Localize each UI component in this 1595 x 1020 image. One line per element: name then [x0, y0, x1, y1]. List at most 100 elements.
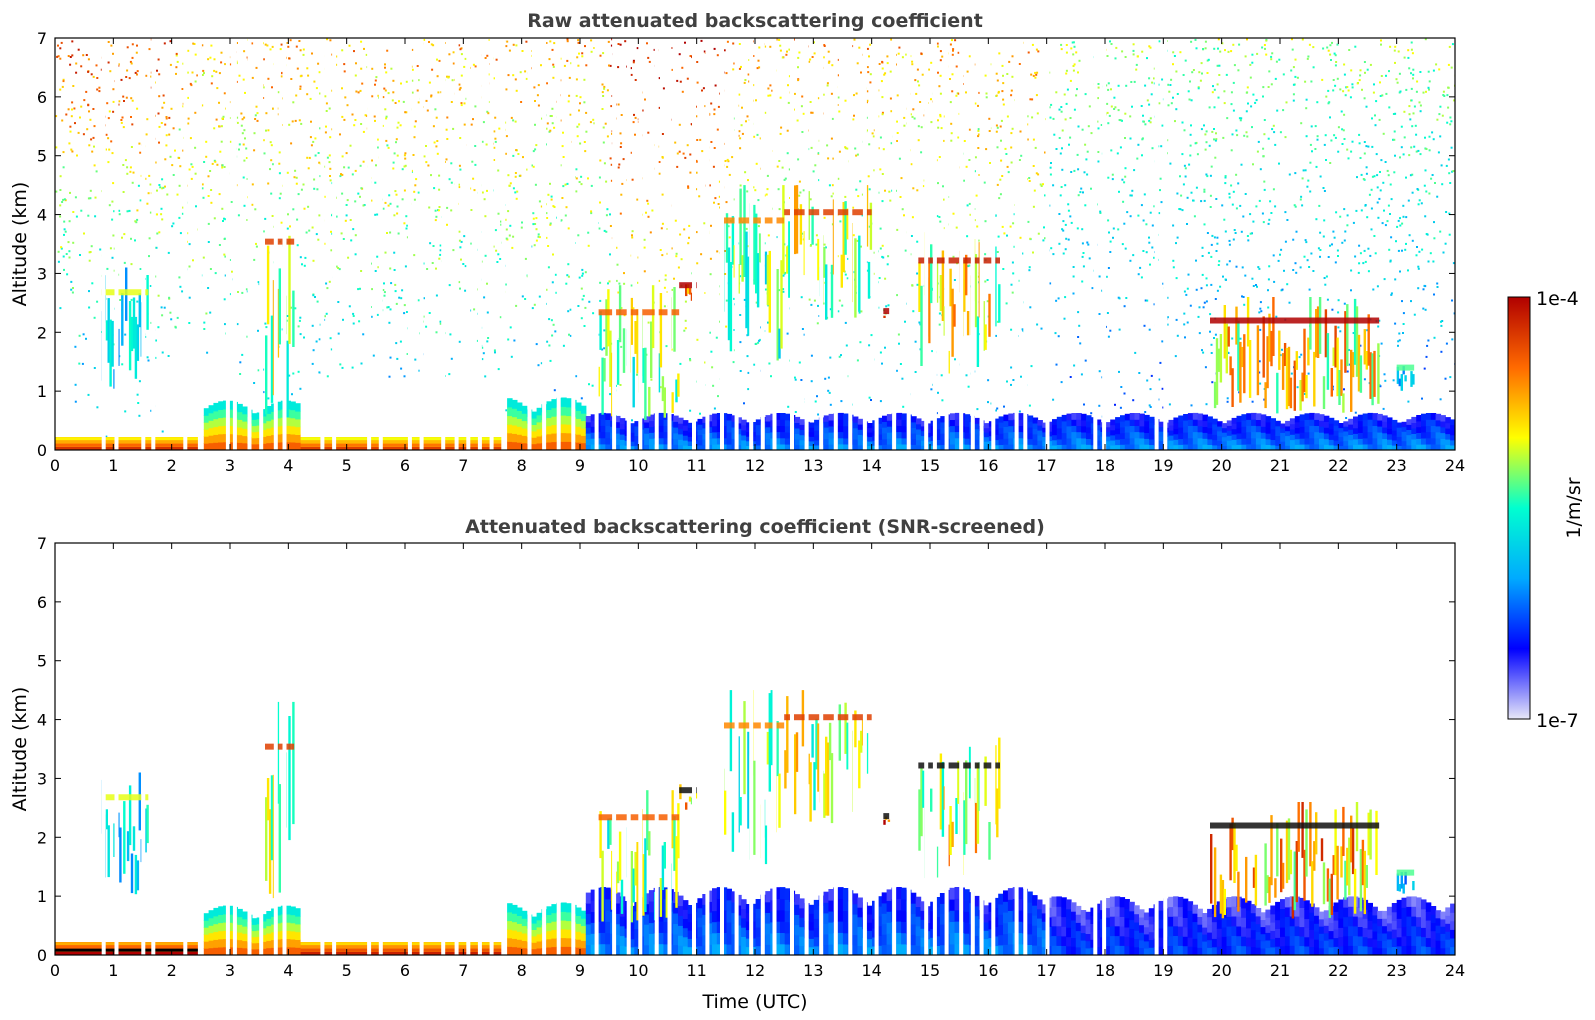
- top-noise-pixel: [330, 230, 332, 233]
- top-noise-pixel: [121, 116, 124, 119]
- top-noise-pixel: [57, 250, 60, 253]
- top-noise-pixel: [952, 212, 955, 215]
- top-boundary-layer-cell: [507, 424, 513, 434]
- top-noise-pixel: [484, 254, 487, 257]
- top-boundary-layer-cell: [823, 444, 830, 450]
- top-noise-pixel: [239, 373, 242, 375]
- top-noise-pixel: [337, 332, 340, 335]
- top-noise-pixel: [1382, 181, 1385, 184]
- top-noise-pixel: [370, 315, 373, 318]
- top-noise-pixel: [72, 211, 75, 213]
- top-noise-pixel: [194, 111, 197, 114]
- top-noise-pixel: [460, 258, 462, 261]
- top-noise-pixel: [257, 329, 259, 332]
- top-noise-pixel: [413, 125, 416, 128]
- top-noise-pixel: [838, 299, 841, 302]
- top-noise-pixel: [139, 151, 142, 154]
- top-noise-pixel: [181, 212, 184, 215]
- top-noise-pixel: [289, 39, 292, 42]
- top-noise-pixel: [1085, 158, 1088, 161]
- top-noise-pixel: [553, 206, 556, 208]
- top-noise-pixel: [545, 236, 548, 239]
- top-noise-pixel: [1116, 152, 1119, 155]
- top-noise-pixel: [1451, 338, 1454, 341]
- top-boundary-layer-cell: [716, 425, 723, 433]
- top-noise-pixel: [1433, 237, 1436, 240]
- top-noise-pixel: [1424, 308, 1427, 311]
- top-noise-pixel: [1394, 45, 1397, 48]
- top-boundary-layer-cell: [716, 443, 723, 450]
- top-noise-pixel: [278, 197, 281, 200]
- top-noise-pixel: [575, 94, 578, 97]
- top-noise-pixel: [1117, 84, 1120, 87]
- top-boundary-layer-cell: [993, 444, 1000, 450]
- top-noise-pixel: [109, 247, 112, 250]
- top-noise-pixel: [618, 163, 621, 166]
- top-noise-pixel: [397, 121, 400, 124]
- top-noise-pixel: [1224, 182, 1227, 185]
- top-noise-pixel: [1029, 237, 1032, 240]
- top-noise-pixel: [732, 68, 735, 71]
- top-noise-pixel: [1183, 323, 1186, 326]
- top-noise-pixel: [811, 111, 814, 114]
- top-noise-pixel: [896, 294, 898, 297]
- top-boundary-layer-cell: [1052, 429, 1058, 436]
- top-boundary-layer-cell: [1056, 444, 1063, 450]
- top-noise-pixel: [1319, 231, 1322, 234]
- top-noise-pixel: [647, 215, 650, 218]
- top-noise-pixel: [1280, 248, 1283, 251]
- top-boundary-layer-cell: [794, 433, 801, 440]
- top-noise-pixel: [1049, 173, 1052, 176]
- top-noise-pixel: [218, 125, 220, 128]
- top-boundary-layer-cell: [731, 415, 737, 422]
- top-noise-pixel: [1393, 138, 1396, 141]
- top-noise-pixel: [674, 219, 677, 222]
- top-boundary-layer-cell: [736, 417, 742, 424]
- top-noise-pixel: [589, 121, 592, 124]
- top-noise-pixel: [1201, 273, 1204, 276]
- top-boundary-layer-cell: [1018, 431, 1024, 439]
- top-noise-pixel: [403, 222, 406, 225]
- top-noise-pixel: [328, 280, 331, 283]
- top-noise-pixel: [1002, 98, 1005, 101]
- top-boundary-layer-cell: [295, 411, 301, 420]
- top-noise-pixel: [1274, 77, 1277, 80]
- top-noise-pixel: [448, 178, 451, 181]
- top-noise-pixel: [1228, 243, 1231, 246]
- top-noise-pixel: [71, 291, 74, 294]
- top-noise-pixel: [1186, 321, 1189, 324]
- top-noise-pixel: [1251, 232, 1253, 235]
- top-noise-pixel: [968, 264, 971, 267]
- top-noise-pixel: [1238, 43, 1241, 46]
- top-noise-pixel: [1410, 41, 1413, 44]
- top-noise-pixel: [1347, 157, 1350, 160]
- top-noise-pixel: [995, 94, 998, 97]
- top-noise-pixel: [1010, 328, 1013, 331]
- top-noise-pixel: [549, 223, 552, 226]
- top-noise-pixel: [1151, 147, 1154, 150]
- top-noise-pixel: [1070, 221, 1073, 224]
- top-noise-pixel: [508, 184, 511, 187]
- top-boundary-layer-cell: [615, 444, 621, 450]
- top-noise-pixel: [868, 188, 871, 191]
- top-noise-pixel: [1445, 342, 1448, 345]
- top-noise-pixel: [1175, 242, 1177, 245]
- top-noise-pixel: [195, 205, 197, 208]
- top-noise-pixel: [354, 253, 357, 256]
- top-noise-pixel: [266, 44, 269, 47]
- top-noise-pixel: [354, 119, 357, 121]
- top-noise-pixel: [794, 378, 797, 381]
- top-noise-pixel: [134, 220, 137, 223]
- top-noise-pixel: [1234, 232, 1237, 234]
- top-noise-pixel: [397, 232, 400, 235]
- top-noise-pixel: [60, 41, 63, 44]
- top-noise-pixel: [272, 107, 275, 110]
- top-boundary-layer-cell: [726, 419, 733, 427]
- top-boundary-layer-cell: [600, 431, 606, 439]
- top-noise-pixel: [220, 140, 223, 143]
- top-noise-pixel: [1349, 96, 1352, 99]
- top-noise-pixel: [155, 246, 158, 249]
- top-noise-pixel: [1223, 90, 1226, 93]
- top-noise-pixel: [1117, 296, 1120, 299]
- top-boundary-layer-cell: [536, 414, 543, 423]
